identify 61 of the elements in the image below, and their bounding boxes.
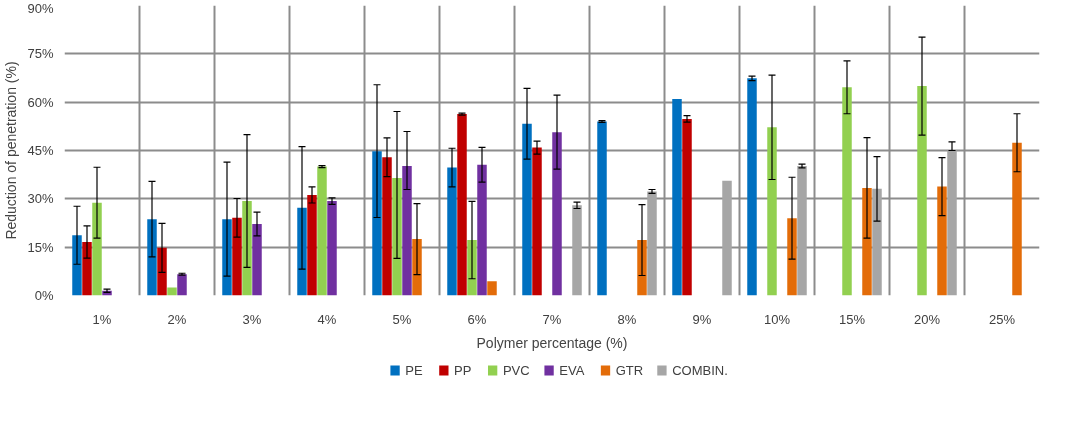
bar <box>82 242 92 296</box>
y-tick-label: 0% <box>34 288 54 303</box>
bar <box>522 123 532 296</box>
x-tick-label: 6% <box>467 311 487 327</box>
bar <box>947 150 957 296</box>
bar <box>797 165 807 296</box>
y-tick-label: 75% <box>27 46 54 62</box>
bar <box>167 287 177 296</box>
y-tick-label: 60% <box>27 94 54 110</box>
bar <box>477 164 487 296</box>
y-tick-label: 45% <box>27 143 54 158</box>
x-tick-label: 2% <box>167 311 187 327</box>
legend-label: PE <box>405 363 423 378</box>
bar <box>682 118 692 296</box>
bar <box>532 147 542 296</box>
x-tick-label: 25% <box>988 311 1016 327</box>
bar <box>842 87 852 296</box>
bar <box>917 86 927 296</box>
bar <box>327 201 337 296</box>
y-tick-label: 30% <box>27 191 54 207</box>
x-tick-label: 5% <box>392 311 412 327</box>
x-tick-label: 3% <box>242 311 262 327</box>
bar <box>307 194 317 296</box>
bar <box>457 114 467 296</box>
bar <box>747 78 757 296</box>
x-tick-label: 8% <box>617 311 637 327</box>
bar <box>672 98 682 296</box>
bar <box>402 165 412 296</box>
x-tick-label: 20% <box>913 311 941 327</box>
x-tick-label: 7% <box>542 311 562 327</box>
bar <box>252 223 262 296</box>
bar <box>872 188 882 296</box>
bar <box>232 217 242 296</box>
x-tick-label: 15% <box>838 311 866 327</box>
x-tick-label: 9% <box>692 311 712 327</box>
bar <box>1012 142 1022 296</box>
bar <box>572 205 582 296</box>
bar <box>177 274 187 296</box>
legend-label: GTR <box>615 363 644 378</box>
bar <box>382 157 392 296</box>
bar <box>767 127 777 296</box>
x-tick-label: 4% <box>317 311 337 327</box>
bar <box>597 121 607 296</box>
x-axis-title: Polymer percentage (%) <box>476 334 628 351</box>
bar <box>552 132 562 296</box>
bar <box>647 191 657 296</box>
bar <box>722 180 732 296</box>
legend-label: PP <box>454 363 472 378</box>
bar <box>317 166 327 296</box>
x-tick-label: 1% <box>92 311 112 327</box>
y-tick-label: 15% <box>27 239 54 255</box>
y-tick-label: 90% <box>27 0 54 16</box>
legend-label: EVA <box>559 363 585 378</box>
bar <box>447 167 457 296</box>
bar <box>937 186 947 296</box>
y-axis-title: Reduction of penetration (%) <box>3 61 20 240</box>
legend-label: PVC <box>502 363 530 378</box>
legend-label: COMBIN. <box>672 363 728 378</box>
bar <box>92 202 102 296</box>
x-tick-label: 10% <box>763 311 791 327</box>
bar <box>487 281 497 296</box>
